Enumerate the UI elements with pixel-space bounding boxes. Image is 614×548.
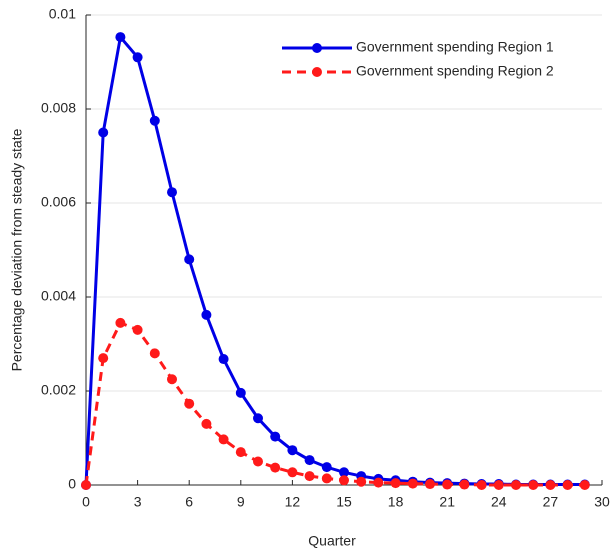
- legend-marker: [312, 67, 322, 77]
- data-point: [339, 475, 349, 486]
- y-axis-label: Percentage deviation from steady state: [9, 128, 25, 371]
- data-point: [287, 467, 298, 478]
- y-tick-label: 0.01: [49, 6, 76, 22]
- data-point: [167, 187, 177, 198]
- data-point: [115, 317, 126, 328]
- data-point: [511, 480, 521, 490]
- data-point: [167, 374, 177, 385]
- y-tick-label: 0: [68, 476, 76, 492]
- y-tick-label: 0.004: [41, 288, 76, 304]
- y-tick-label: 0.008: [41, 100, 76, 116]
- series-line: [84, 320, 585, 487]
- data-point: [218, 354, 229, 365]
- x-tick-label: 0: [82, 494, 90, 510]
- x-tick-label: 9: [237, 494, 245, 510]
- data-point: [270, 462, 281, 473]
- data-point: [132, 52, 143, 63]
- y-tick-label: 0.002: [41, 382, 76, 398]
- data-point: [235, 387, 246, 398]
- x-axis-label: Quarter: [308, 533, 356, 548]
- data-point: [184, 398, 195, 409]
- x-tick-label: 12: [285, 494, 301, 510]
- data-point: [98, 353, 109, 364]
- data-point: [184, 254, 195, 265]
- x-tick-label: 24: [491, 494, 507, 510]
- data-point: [98, 127, 109, 138]
- x-tick-label: 15: [336, 494, 352, 510]
- data-point: [493, 480, 504, 490]
- data-point: [545, 480, 556, 490]
- y-tick-label: 0.006: [41, 194, 76, 210]
- data-point: [132, 324, 143, 335]
- data-point: [321, 473, 332, 484]
- data-point: [304, 455, 315, 466]
- data-point: [425, 479, 435, 490]
- x-tick-label: 30: [594, 494, 610, 510]
- data-point: [579, 480, 590, 490]
- legend-label: Government spending Region 2: [356, 63, 554, 79]
- data-point: [81, 480, 91, 490]
- data-point: [476, 480, 487, 490]
- data-point: [235, 447, 246, 458]
- data-point: [356, 476, 367, 487]
- data-point: [304, 471, 315, 482]
- legend-marker: [312, 43, 322, 53]
- x-tick-label: 21: [439, 494, 455, 510]
- x-tick-label: 6: [185, 494, 193, 510]
- data-point: [562, 480, 573, 490]
- data-point: [201, 418, 212, 429]
- data-point: [270, 431, 281, 442]
- data-point: [201, 309, 212, 320]
- data-point: [459, 479, 470, 490]
- data-point: [253, 413, 263, 424]
- data-point: [321, 462, 332, 473]
- data-point: [390, 478, 401, 489]
- data-point: [149, 115, 160, 126]
- data-point: [373, 477, 384, 488]
- data-point: [442, 479, 453, 490]
- x-tick-label: 27: [543, 494, 559, 510]
- data-point: [149, 348, 160, 359]
- series-line: [84, 33, 585, 487]
- x-tick-label: 18: [388, 494, 404, 510]
- data-point: [218, 434, 229, 445]
- data-point: [407, 478, 418, 489]
- legend-label: Government spending Region 1: [356, 39, 554, 55]
- data-point: [528, 480, 539, 490]
- data-point: [253, 456, 263, 467]
- data-point: [115, 32, 126, 43]
- x-tick-label: 3: [134, 494, 142, 510]
- data-point: [287, 445, 298, 456]
- data-point: [339, 467, 349, 478]
